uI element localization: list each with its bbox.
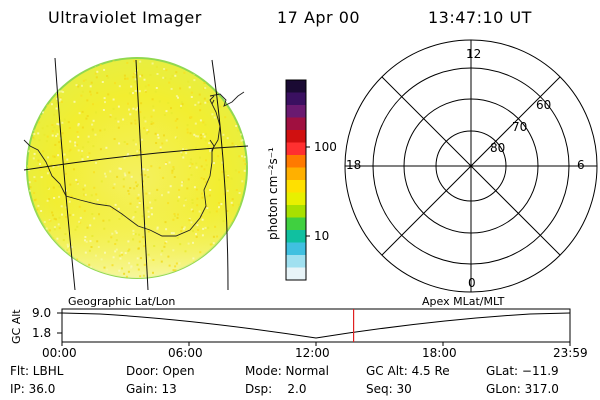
altitude-timeline [57,308,571,343]
colorbar-segment [286,92,306,106]
polar-grid [344,39,598,293]
colorbar-segment [286,130,306,143]
colorbar-segment [286,155,306,168]
image-speckle [27,58,247,278]
colorbar-segment [286,142,306,156]
status-gain: Gain: 13 [126,382,177,396]
status-gc-alt: GC Alt: 4.5 Re [366,364,450,378]
colorbar-segment [286,230,306,243]
colorbar-segment [286,167,306,181]
mlt-label-18: 18 [346,158,362,172]
status-glon: GLon: 317.0 [486,382,559,396]
status-dsp: Dsp: 2.0 [245,382,307,396]
mlt-label-0: 0 [468,276,476,290]
mlt-label-12: 12 [466,47,482,61]
status-filter: Flt: LBHL [10,364,64,378]
geographic-label: Geographic Lat/Lon [68,295,176,308]
y-tick-1-8: 1.8 [32,326,52,340]
colorbar-segment [286,180,306,193]
mlat-label-70: 70 [512,120,528,134]
x-tick-0000: 00:00 [42,346,77,360]
status-door: Door: Open [126,364,195,378]
colorbar-segment [286,217,306,231]
mlt-label-6: 6 [577,158,585,172]
observation-date: 17 Apr 00 [277,8,361,27]
apex-label: Apex MLat/MLT [422,295,505,308]
x-tick-1800: 18:00 [422,346,457,360]
coastline-overlay [23,91,245,237]
gc-alt-axis-label: GC Alt [10,309,23,344]
x-tick-1200: 12:00 [295,346,330,360]
colorbar-segment [286,105,306,118]
status-mode: Mode: Normal [245,364,329,378]
y-tick-9: 9.0 [32,306,52,320]
mlat-label-80: 80 [490,141,506,155]
x-tick-2359: 23:59 [553,346,588,360]
colorbar-segment [286,267,306,281]
x-tick-0600: 06:00 [168,346,203,360]
mlat-label-60: 60 [536,98,552,112]
colorbar-segment [286,117,306,131]
app-title: Ultraviolet Imager [48,8,202,27]
colorbar-segment [286,192,306,206]
colorbar-segment [286,80,306,93]
status-glat: GLat: −11.9 [486,364,559,378]
status-ip: IP: 36.0 [10,382,56,396]
color-scale-bar [286,80,306,281]
colorbar-tick-100: 100 [314,140,337,154]
colorbar-tick-10: 10 [314,229,330,243]
observation-time: 13:47:10 UT [428,8,532,27]
colorbar-segment [286,255,306,268]
colorbar-segment [286,242,306,256]
colorbar-segment [286,205,306,218]
status-seq: Seq: 30 [366,382,412,396]
timeline-ticks [61,342,571,346]
geographic-grid [23,57,249,291]
colorbar-unit-label: photon cm⁻²s⁻¹ [266,147,280,240]
